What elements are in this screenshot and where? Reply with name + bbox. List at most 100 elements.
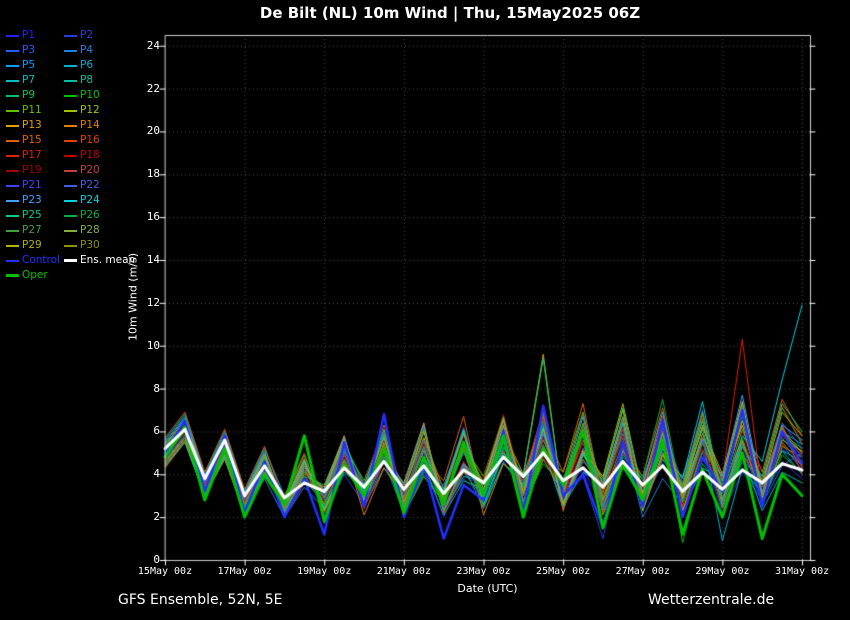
legend-line-swatch [6, 140, 19, 142]
legend-item-label: P13 [22, 118, 42, 133]
legend-line-swatch [64, 259, 77, 262]
legend-item-label: P12 [80, 103, 100, 118]
legend-line-swatch [64, 65, 77, 67]
legend-item-p4: P4 [64, 43, 135, 58]
legend-line-swatch [6, 215, 19, 217]
legend-line-swatch [64, 110, 77, 112]
legend-line-swatch [64, 155, 77, 157]
legend-line-swatch [6, 274, 19, 277]
legend-line-swatch [6, 155, 19, 157]
legend-item-p26: P26 [64, 208, 135, 223]
legend-item-label: P25 [22, 208, 42, 223]
legend-item-p29: P29 [6, 238, 60, 253]
page-title: De Bilt (NL) 10m Wind | Thu, 15May2025 0… [60, 4, 840, 22]
legend-item-p10: P10 [64, 88, 135, 103]
legend-line-swatch [6, 125, 19, 127]
legend-item-p27: P27 [6, 223, 60, 238]
legend-line-swatch [64, 200, 77, 202]
legend-item-label: P11 [22, 103, 42, 118]
legend-item-control: Control [6, 253, 60, 268]
legend-item-p7: P7 [6, 73, 60, 88]
legend-item-label: P24 [80, 193, 100, 208]
legend-item-label: P20 [80, 163, 100, 178]
footer-brand-label: Wetterzentrale.de [648, 592, 774, 608]
legend-line-swatch [6, 95, 19, 97]
legend-line-swatch [64, 215, 77, 217]
legend-item-label: P7 [22, 73, 35, 88]
legend-line-swatch [6, 230, 19, 232]
legend-line-swatch [6, 185, 19, 187]
legend-item-label: P3 [22, 43, 35, 58]
legend-item-p22: P22 [64, 178, 135, 193]
legend-item-label: P8 [80, 73, 93, 88]
legend-item-p17: P17 [6, 148, 60, 163]
legend-item-p9: P9 [6, 88, 60, 103]
legend-item-p8: P8 [64, 73, 135, 88]
legend-item-label: P26 [80, 208, 100, 223]
legend-item-p30: P30 [64, 238, 135, 253]
legend-item-p14: P14 [64, 118, 135, 133]
legend-item-label: P23 [22, 193, 42, 208]
legend-line-swatch [64, 230, 77, 232]
chart-legend: P1P2P3P4P5P6P7P8P9P10P11P12P13P14P15P16P… [6, 28, 135, 283]
legend-line-swatch [64, 245, 77, 247]
legend-item-label: P2 [80, 28, 93, 43]
legend-item-label: P1 [22, 28, 35, 43]
legend-line-swatch [64, 140, 77, 142]
legend-item-p15: P15 [6, 133, 60, 148]
legend-line-swatch [6, 170, 19, 172]
legend-item-label: P5 [22, 58, 35, 73]
legend-item-label: P6 [80, 58, 93, 73]
legend-item-label: P21 [22, 178, 42, 193]
legend-line-swatch [6, 80, 19, 82]
legend-item-ens-mean: Ens. mean [64, 253, 135, 268]
legend-item-p1: P1 [6, 28, 60, 43]
legend-item-p25: P25 [6, 208, 60, 223]
legend-line-swatch [64, 170, 77, 172]
legend-item-label: P9 [22, 88, 35, 103]
legend-line-swatch [6, 35, 19, 37]
legend-item-p24: P24 [64, 193, 135, 208]
legend-line-swatch [6, 50, 19, 52]
legend-item-p21: P21 [6, 178, 60, 193]
legend-line-swatch [6, 110, 19, 112]
legend-item-label: P4 [80, 43, 93, 58]
legend-line-swatch [6, 260, 19, 262]
legend-item-label: P19 [22, 163, 42, 178]
legend-line-swatch [64, 125, 77, 127]
legend-item-p20: P20 [64, 163, 135, 178]
legend-item-label: P17 [22, 148, 42, 163]
legend-item-p23: P23 [6, 193, 60, 208]
legend-item-p3: P3 [6, 43, 60, 58]
legend-item-p13: P13 [6, 118, 60, 133]
legend-item-p2: P2 [64, 28, 135, 43]
legend-item-p18: P18 [64, 148, 135, 163]
legend-item-label: P15 [22, 133, 42, 148]
legend-item-label: P18 [80, 148, 100, 163]
legend-item-label: P10 [80, 88, 100, 103]
legend-item-label: P22 [80, 178, 100, 193]
legend-line-swatch [6, 200, 19, 202]
legend-item-label: Oper [22, 268, 48, 283]
y-axis-label: 10m Wind (m/s) [127, 253, 140, 341]
legend-line-swatch [6, 245, 19, 247]
legend-line-swatch [64, 80, 77, 82]
legend-item-p19: P19 [6, 163, 60, 178]
legend-item-p6: P6 [64, 58, 135, 73]
legend-item-label: P14 [80, 118, 100, 133]
footer-model-label: GFS Ensemble, 52N, 5E [118, 592, 283, 608]
legend-item-label: P28 [80, 223, 100, 238]
legend-item-oper: Oper [6, 268, 60, 283]
legend-item-p12: P12 [64, 103, 135, 118]
legend-item-label: P29 [22, 238, 42, 253]
legend-item-label: P30 [80, 238, 100, 253]
legend-line-swatch [64, 185, 77, 187]
legend-line-swatch [6, 65, 19, 67]
legend-item-label: P16 [80, 133, 100, 148]
legend-line-swatch [64, 50, 77, 52]
legend-line-swatch [64, 35, 77, 37]
ensemble-forecast-page: De Bilt (NL) 10m Wind | Thu, 15May2025 0… [0, 0, 850, 620]
legend-item-label: P27 [22, 223, 42, 238]
legend-item-p28: P28 [64, 223, 135, 238]
legend-item-label: Control [22, 253, 60, 268]
